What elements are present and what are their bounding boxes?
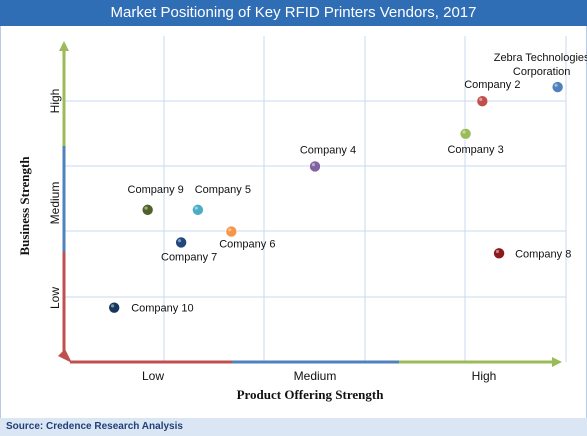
point-highlight-company-7 xyxy=(177,239,182,243)
point-company-10 xyxy=(108,301,120,314)
point-zebra-technologies-corporation xyxy=(551,81,564,93)
point-label-company-8: Company 8 xyxy=(515,248,571,260)
chart-title: Market Positioning of Key RFID Printers … xyxy=(0,0,587,26)
point-label-company-2: Company 2 xyxy=(464,79,520,91)
point-company-2 xyxy=(476,95,489,107)
x-tick-label-low: Low xyxy=(142,369,164,383)
point-company-6 xyxy=(225,225,238,238)
point-company-8 xyxy=(493,247,505,260)
y-tick-label-medium: Medium xyxy=(48,182,62,225)
point-company-3 xyxy=(459,128,472,140)
point-highlight-company-10 xyxy=(111,304,115,308)
point-label-zebra-technologies-corporation-line-0: Zebra Technologies xyxy=(494,52,587,64)
point-label-company-3: Company 3 xyxy=(447,144,503,156)
point-company-9 xyxy=(141,204,154,216)
data-points xyxy=(108,81,564,314)
point-label-company-6: Company 6 xyxy=(219,239,275,251)
source-note: Source: Credence Research Analysis xyxy=(0,418,587,436)
y-tick-label-low: Low xyxy=(48,287,62,309)
point-label-company-9: Company 9 xyxy=(128,184,184,196)
point-highlight-zebra-technologies-corporation xyxy=(554,83,558,87)
point-label-company-4: Company 4 xyxy=(300,144,356,156)
point-highlight-company-3 xyxy=(462,130,466,134)
point-company-7 xyxy=(175,236,187,249)
origin-arrowhead xyxy=(58,349,72,363)
x-axis-title: Product Offering Strength xyxy=(237,387,385,402)
point-highlight-company-9 xyxy=(144,206,148,210)
y-tick-label-high: High xyxy=(48,89,62,114)
point-highlight-company-6 xyxy=(228,228,232,232)
x-tick-label-medium: Medium xyxy=(294,369,337,383)
axes xyxy=(58,41,562,367)
point-highlight-company-8 xyxy=(495,249,500,254)
point-company-5 xyxy=(192,204,204,216)
point-highlight-company-2 xyxy=(479,97,483,101)
y-axis-title: Business Strength xyxy=(17,156,32,256)
tick-labels: Low Medium High Low Medium High xyxy=(48,89,496,383)
point-label-company-7: Company 7 xyxy=(161,251,217,263)
point-label-company-10: Company 10 xyxy=(131,303,193,315)
point-highlight-company-5 xyxy=(194,206,198,210)
point-company-4 xyxy=(309,160,321,173)
point-label-zebra-technologies-corporation-line-1: Corporation xyxy=(513,66,570,78)
point-highlight-company-4 xyxy=(311,163,315,167)
x-tick-label-high: High xyxy=(472,369,497,383)
point-label-company-5: Company 5 xyxy=(195,184,251,196)
